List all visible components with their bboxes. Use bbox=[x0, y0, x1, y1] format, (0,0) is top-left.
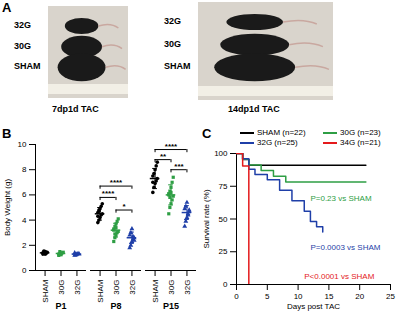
svg-text:Survival rate (%): Survival rate (%) bbox=[202, 189, 211, 248]
svg-text:P8: P8 bbox=[110, 301, 121, 311]
svg-text:100: 100 bbox=[214, 149, 228, 158]
svg-text:15: 15 bbox=[324, 292, 333, 301]
svg-text:****: **** bbox=[102, 189, 115, 198]
html-text:32G (n=25): 32G (n=25) bbox=[257, 138, 298, 147]
svg-text:10: 10 bbox=[294, 292, 303, 301]
svg-text:SHAM: SHAM bbox=[96, 279, 105, 302]
html-text:14dp1d TAC: 14dp1d TAC bbox=[228, 104, 280, 114]
html-text:A: A bbox=[2, 0, 12, 15]
svg-text:P1: P1 bbox=[55, 301, 66, 311]
svg-text:SHAM: SHAM bbox=[151, 279, 160, 302]
svg-text:4: 4 bbox=[22, 216, 27, 225]
html-text:SHAM (n=22): SHAM (n=22) bbox=[257, 128, 306, 137]
html-text:7dp1d TAC: 7dp1d TAC bbox=[52, 104, 99, 114]
html-text:B: B bbox=[2, 126, 12, 141]
svg-text:**: ** bbox=[160, 152, 167, 161]
html-text:SHAM: SHAM bbox=[164, 61, 191, 72]
svg-text:32G: 32G bbox=[72, 280, 81, 295]
html-text:32G: 32G bbox=[14, 20, 31, 30]
svg-text:0: 0 bbox=[223, 280, 228, 289]
svg-text:P=0.0003 vs SHAM: P=0.0003 vs SHAM bbox=[310, 243, 380, 252]
svg-text:25: 25 bbox=[386, 292, 395, 301]
svg-text:50: 50 bbox=[219, 215, 228, 224]
svg-text:P<0.0001 vs SHAM: P<0.0001 vs SHAM bbox=[304, 272, 374, 281]
svg-text:20: 20 bbox=[355, 292, 364, 301]
svg-text:6: 6 bbox=[22, 190, 27, 199]
html-text:34G (n=21): 34G (n=21) bbox=[340, 138, 381, 147]
svg-text:0: 0 bbox=[234, 292, 239, 301]
svg-text:***: *** bbox=[174, 162, 184, 171]
svg-text:25: 25 bbox=[219, 247, 228, 256]
svg-text:30G: 30G bbox=[167, 280, 176, 295]
svg-text:10: 10 bbox=[18, 140, 27, 149]
html-text:32G: 32G bbox=[164, 16, 181, 26]
svg-text:5: 5 bbox=[265, 292, 270, 301]
svg-text:P15: P15 bbox=[163, 301, 179, 311]
svg-text:75: 75 bbox=[219, 182, 228, 191]
svg-text:30G: 30G bbox=[112, 280, 121, 295]
svg-text:*: * bbox=[122, 202, 126, 211]
svg-text:****: **** bbox=[165, 142, 178, 151]
svg-text:2: 2 bbox=[22, 241, 27, 250]
svg-text:0: 0 bbox=[22, 266, 27, 275]
svg-text:32G: 32G bbox=[182, 280, 191, 295]
svg-text:8: 8 bbox=[22, 165, 27, 174]
svg-text:SHAM: SHAM bbox=[41, 279, 50, 302]
svg-text:****: **** bbox=[110, 178, 123, 187]
svg-text:30G: 30G bbox=[57, 280, 66, 295]
svg-text:P=0.23 vs SHAM: P=0.23 vs SHAM bbox=[310, 194, 371, 203]
html-text:SHAM: SHAM bbox=[14, 61, 41, 72]
svg-text:32G: 32G bbox=[127, 280, 136, 295]
html-text:30G: 30G bbox=[14, 40, 31, 51]
svg-text:Days post TAC: Days post TAC bbox=[287, 302, 340, 311]
svg-text:Body Weight (g): Body Weight (g) bbox=[3, 179, 12, 237]
html-text:C: C bbox=[202, 126, 212, 141]
html-text:30G: 30G bbox=[164, 38, 181, 49]
html-text:30G (n=23): 30G (n=23) bbox=[340, 128, 381, 137]
